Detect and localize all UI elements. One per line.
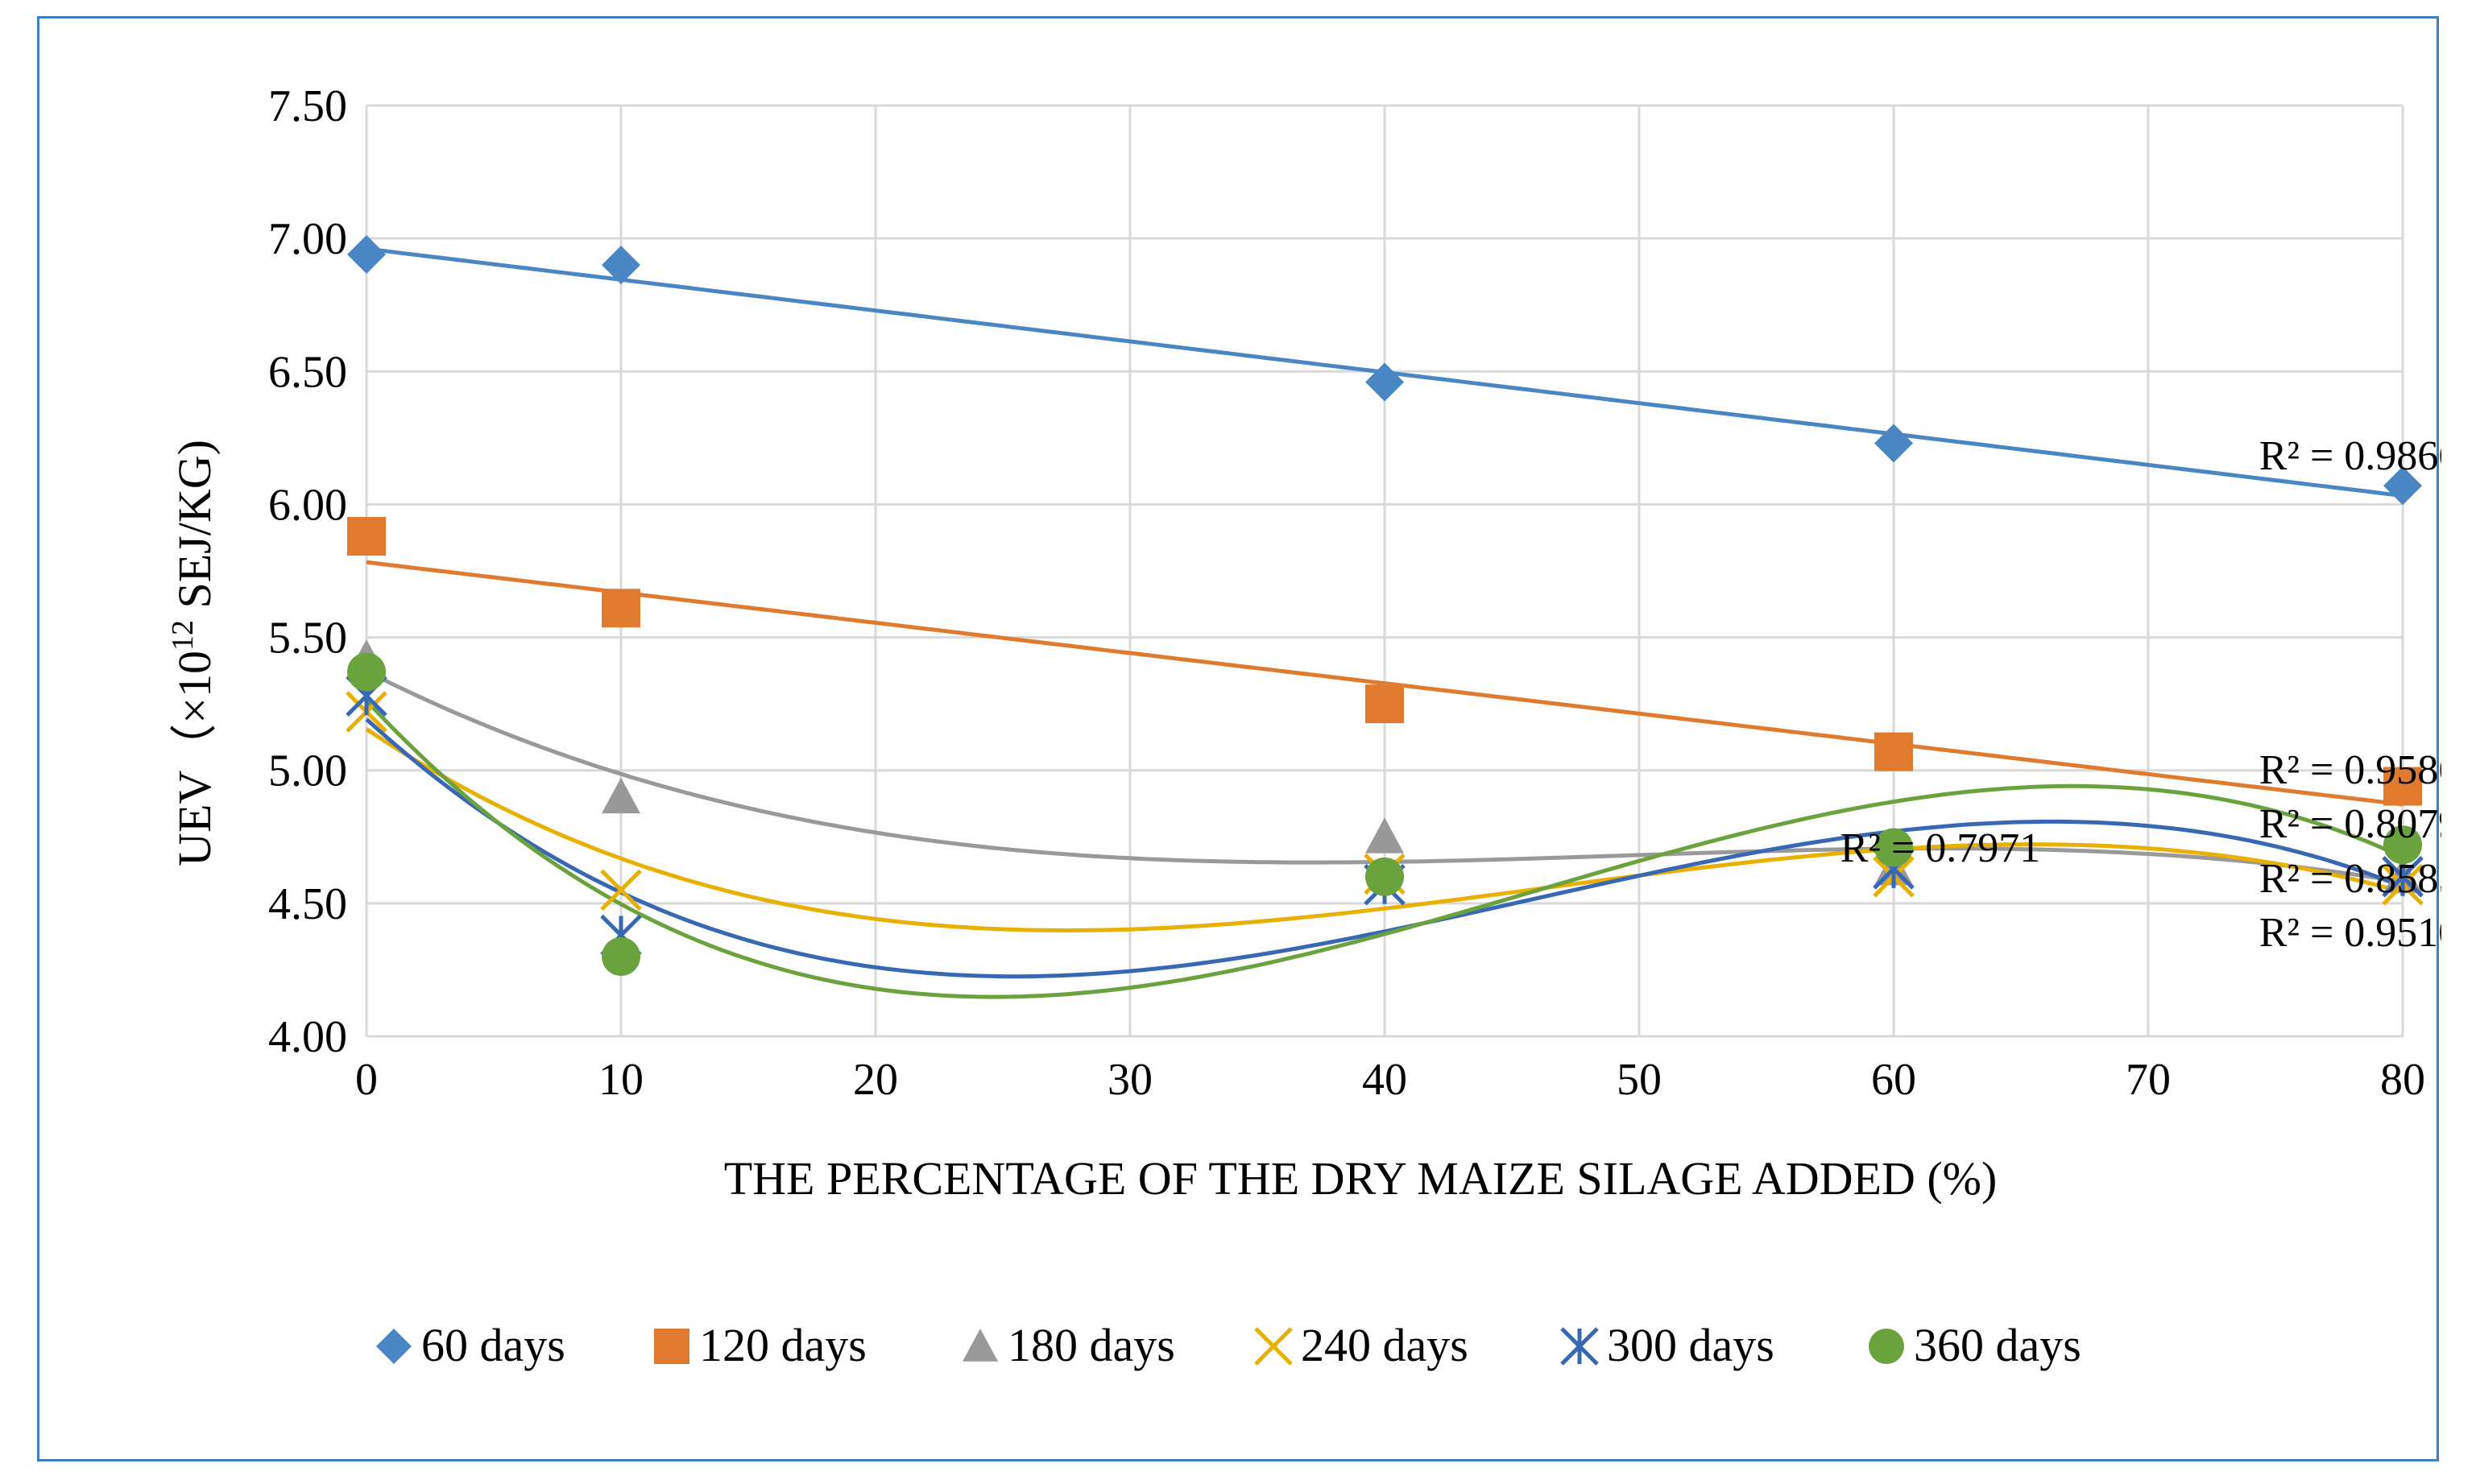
data-point (1254, 1327, 1293, 1366)
y-tick-label: 7.00 (268, 214, 347, 264)
r-squared-label: R² = 0.8079 (2259, 801, 2441, 847)
x-tick-labels: 0 10 20 30 40 50 60 70 80 (355, 1055, 2425, 1105)
x-axis-title: THE PERCENTAGE OF THE DRY MAIZE SILAGE A… (724, 1152, 1998, 1205)
data-point (602, 936, 640, 976)
data-point (376, 1329, 412, 1364)
y-axis-title: UEV（×1012 SEJ/KG) (166, 440, 221, 866)
y-tick-label: 5.50 (268, 614, 347, 663)
legend-label: 60 days (421, 1319, 565, 1371)
data-point (2383, 466, 2422, 506)
data-point (2383, 767, 2422, 806)
y-tick-label: 6.50 (268, 347, 347, 397)
x-tick-label: 60 (1871, 1055, 1916, 1105)
y-tick-labels: 4.00 4.50 5.00 5.50 6.00 6.50 7.00 7.50 (268, 81, 347, 1062)
trendline-300-days (365, 717, 2404, 979)
chart-svg: 4.00 4.50 5.00 5.50 6.00 6.50 7.00 7.50 0 10 20 30… (166, 81, 2441, 1371)
data-point (602, 589, 640, 628)
r-squared-label: R² = 0.9510 (2259, 910, 2441, 956)
data-point (2383, 825, 2422, 865)
x-tick-label: 70 (2126, 1055, 2171, 1105)
x-tick-label: 50 (1617, 1055, 1662, 1105)
data-point (600, 869, 642, 911)
data-point (347, 652, 386, 692)
data-point (963, 1329, 998, 1362)
legend-item-300-days: 300 days (1560, 1319, 1774, 1371)
trendline-240-days (365, 727, 2404, 933)
y-tick-label: 4.50 (268, 879, 347, 929)
data-point (347, 517, 386, 556)
data-point (602, 777, 640, 814)
x-tick-label: 80 (2380, 1055, 2425, 1105)
legend-label: 180 days (1008, 1319, 1175, 1371)
trendline-120-days (366, 560, 2404, 807)
data-point (1365, 817, 1404, 854)
y-tick-label: 4.00 (268, 1012, 347, 1062)
r-squared-labels: R² = 0.9866 R² = 0.9586 R² = 0.7971 R² = 0.… (1840, 433, 2441, 956)
trendline-360-days (365, 699, 2404, 999)
data-point (347, 234, 386, 274)
data-point (654, 1329, 689, 1364)
legend-item-240-days: 240 days (1254, 1319, 1468, 1371)
x-tick-label: 40 (1362, 1055, 1407, 1105)
x-tick-label: 30 (1108, 1055, 1153, 1105)
legend-label: 120 days (699, 1319, 867, 1371)
legend: 60 days 120 days 180 days 240 days 300 days 3… (376, 1319, 2081, 1371)
data-point (1874, 424, 1913, 463)
data-point (1365, 857, 1404, 896)
legend-label: 300 days (1607, 1319, 1774, 1371)
r-squared-label: R² = 0.9866 (2259, 433, 2441, 479)
r-squared-label: R² = 0.9586 (2259, 747, 2441, 793)
data-markers (346, 234, 2424, 976)
legend-item-180-days: 180 days (963, 1319, 1175, 1371)
legend-item-120-days: 120 days (654, 1319, 867, 1371)
y-axis-title-unit: SEJ/KG) (168, 440, 221, 620)
data-point (1560, 1327, 1599, 1366)
y-axis-title-main: UEV（×10 (168, 651, 221, 866)
data-point (1869, 1329, 1904, 1364)
r-squared-label: R² = 0.7971 (1840, 825, 2041, 871)
data-point (602, 246, 640, 285)
x-tick-label: 20 (853, 1055, 898, 1105)
x-tick-label: 0 (355, 1055, 378, 1105)
y-tick-label: 5.00 (268, 746, 347, 796)
y-axis-title-superscript: 12 (166, 620, 200, 651)
legend-item-360-days: 360 days (1869, 1319, 2081, 1371)
data-point (1365, 684, 1404, 724)
data-point (1874, 828, 1913, 867)
r-squared-label: R² = 0.8585 (2259, 856, 2441, 902)
x-tick-label: 10 (598, 1055, 644, 1105)
data-point (1874, 732, 1913, 771)
legend-item-60-days: 60 days (376, 1319, 565, 1371)
y-tick-label: 6.00 (268, 480, 347, 530)
chart-frame: 4.00 4.50 5.00 5.50 6.00 6.50 7.00 7.50 0 10 20 30… (37, 16, 2441, 1461)
y-tick-label: 7.50 (268, 81, 347, 131)
data-point (1365, 362, 1404, 402)
legend-label: 240 days (1301, 1319, 1468, 1371)
legend-label: 360 days (1914, 1319, 2081, 1371)
